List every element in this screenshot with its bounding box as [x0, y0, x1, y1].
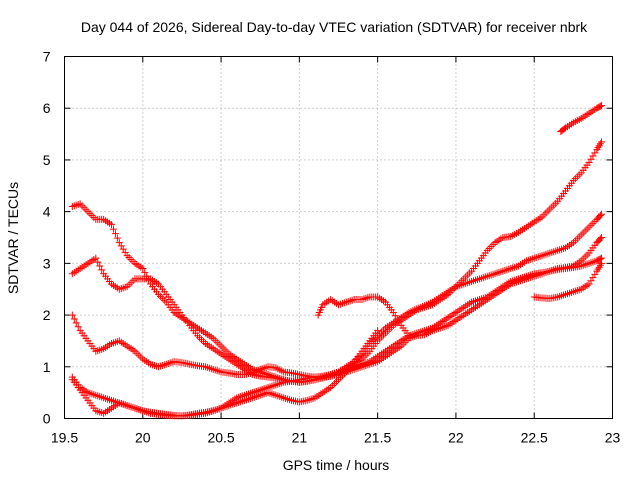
data-point — [109, 225, 117, 233]
data-point — [96, 262, 104, 270]
y-tick-label: 1 — [43, 359, 51, 375]
data-point — [596, 255, 604, 263]
x-tick-label: 21 — [292, 430, 308, 446]
data-point — [107, 221, 115, 229]
x-tick-label: 19.5 — [51, 430, 78, 446]
data-point — [598, 210, 606, 218]
y-tick-label: 5 — [43, 152, 51, 168]
data-point — [98, 266, 106, 274]
data-point — [596, 235, 604, 243]
chart-title: Day 044 of 2026, Sidereal Day-to-day VTE… — [81, 19, 588, 35]
plot-frame — [64, 56, 613, 419]
data-point — [92, 254, 100, 262]
series-track-8 — [557, 102, 606, 135]
data-point — [596, 212, 604, 220]
series-track-2 — [68, 210, 606, 386]
data-point — [113, 234, 121, 242]
data-point — [598, 259, 606, 267]
x-tick-label: 23 — [605, 430, 621, 446]
y-tick-label: 4 — [43, 204, 51, 220]
y-tick-label: 3 — [43, 255, 51, 271]
data-point — [94, 258, 102, 266]
series-track-5 — [68, 327, 382, 420]
y-tick-label: 6 — [43, 100, 51, 116]
x-tick-label: 22 — [448, 430, 464, 446]
data-point — [405, 332, 413, 340]
data-point — [596, 102, 604, 110]
data-point — [598, 138, 606, 146]
y-axis-label: SDTVAR / TECUs — [5, 182, 21, 294]
data-point — [74, 323, 82, 331]
data-point — [70, 315, 78, 323]
x-axis-label: GPS time / hours — [283, 457, 390, 473]
series-track-7 — [530, 259, 606, 303]
data-point — [111, 230, 119, 238]
data-point — [374, 327, 382, 335]
x-tick-label: 22.5 — [521, 430, 548, 446]
data-point — [141, 268, 149, 276]
data-series — [68, 102, 606, 420]
series-track-6 — [314, 293, 413, 340]
y-tick-label: 0 — [43, 411, 51, 427]
x-tick-label: 20.5 — [207, 430, 234, 446]
data-point — [139, 265, 147, 273]
series-track-3 — [68, 234, 606, 381]
series-track-4 — [68, 254, 606, 420]
x-tick-label: 20 — [135, 430, 151, 446]
x-tick-label: 21.5 — [364, 430, 391, 446]
data-point — [598, 234, 606, 241]
data-point — [68, 311, 76, 319]
y-tick-label: 7 — [43, 49, 51, 65]
y-tick-label: 2 — [43, 307, 51, 323]
data-point — [72, 319, 80, 327]
data-point — [598, 102, 606, 110]
